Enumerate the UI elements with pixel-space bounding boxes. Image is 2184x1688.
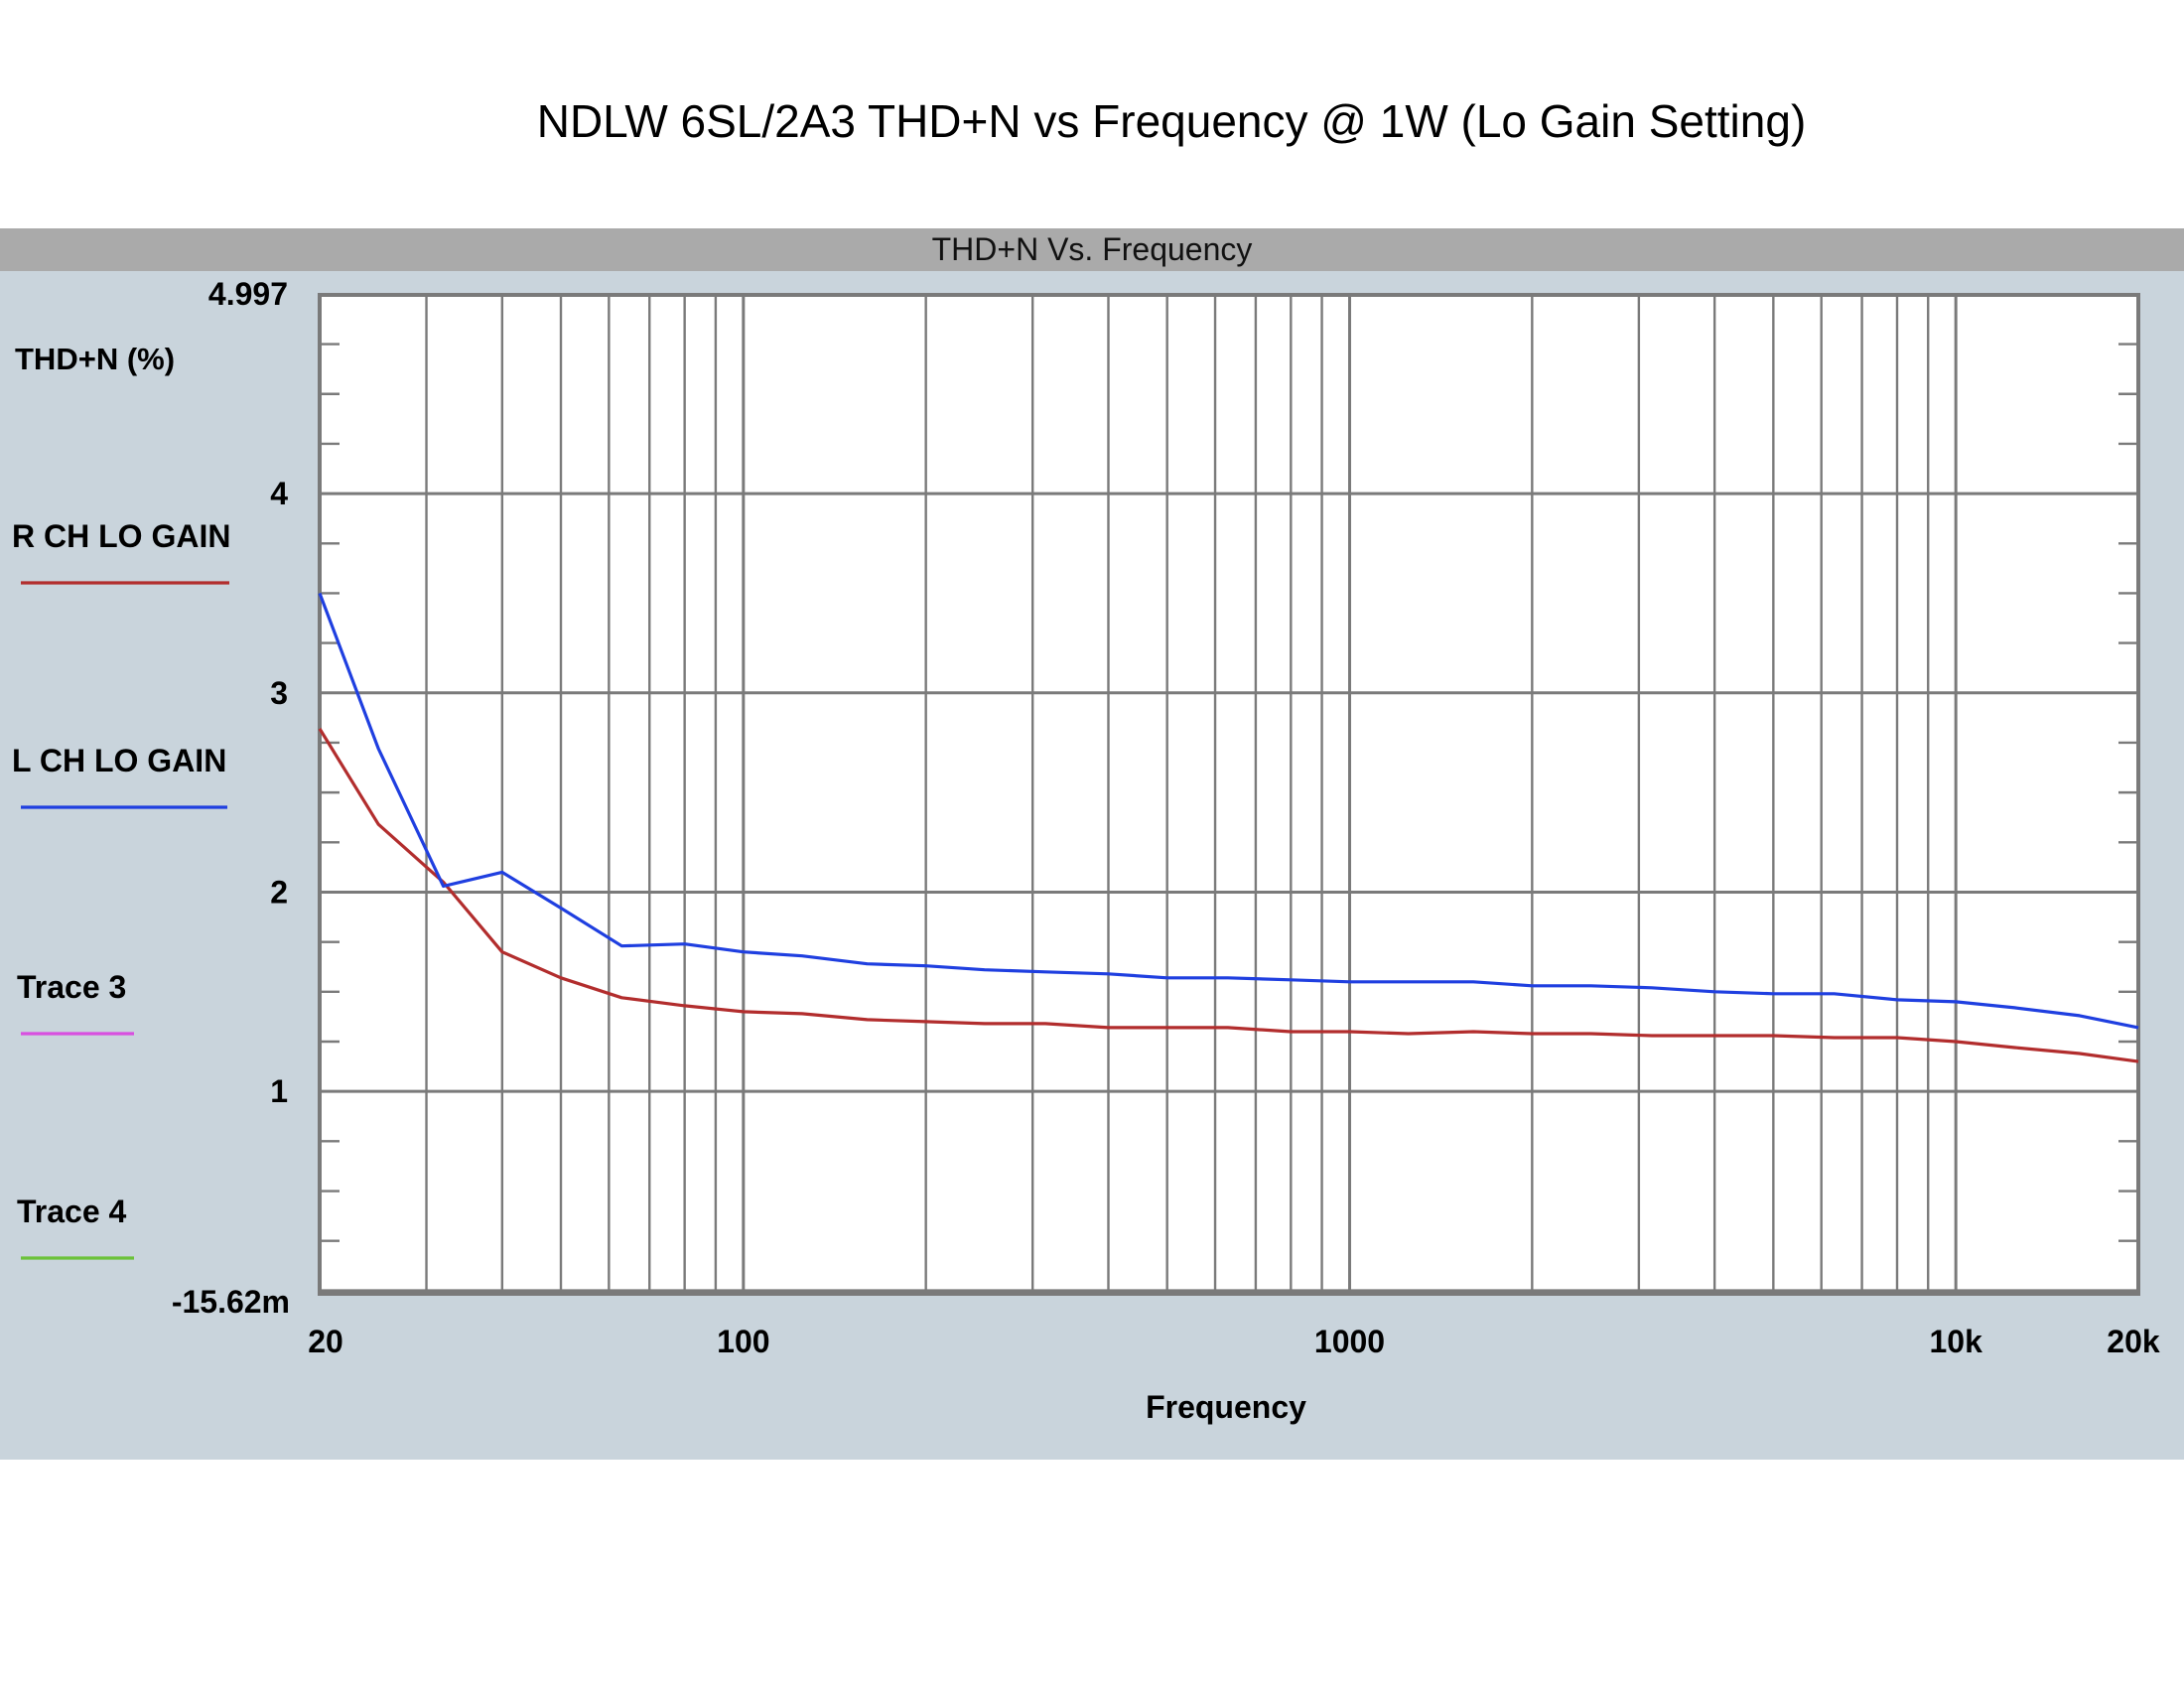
x-tick-label: 10k [1929, 1324, 1982, 1359]
y-tick-label: 4 [270, 476, 288, 511]
series-line-l-ch [318, 592, 2139, 1030]
legend-label: Trace 3 [17, 969, 126, 1005]
legend: R CH LO GAIN L CH LO GAIN Trace 3 Trace 4 [12, 518, 230, 1260]
legend-label: R CH LO GAIN [12, 518, 230, 554]
grid [318, 293, 2140, 1296]
series-line-r-ch [318, 728, 2139, 1063]
y-axis-label: THD+N (%) [15, 342, 175, 376]
y-tick-label: 3 [270, 675, 288, 711]
panel-header: THD+N Vs. Frequency [0, 228, 2184, 271]
legend-label: L CH LO GAIN [12, 743, 226, 778]
series-lines [318, 592, 2139, 1063]
page-title: NDLW 6SL/2A3 THD+N vs Frequency @ 1W (Lo… [536, 95, 1807, 147]
y-tick-label: 1 [270, 1073, 288, 1109]
x-tick-label: 100 [717, 1324, 769, 1359]
tick-labels: 4 3 2 1 20 100 1000 10k 20k [270, 476, 2160, 1359]
x-tick-label: 20k [2107, 1324, 2160, 1359]
plot-background [320, 295, 2138, 1294]
y-tick-label: 2 [270, 874, 288, 910]
x-tick-label: 20 [308, 1324, 343, 1359]
x-axis-label: Frequency [1146, 1389, 1306, 1425]
y-top-label: 4.997 [208, 276, 288, 312]
x-tick-label: 1000 [1314, 1324, 1385, 1359]
legend-label: Trace 4 [17, 1194, 127, 1229]
axis-labels: THD+N (%) 4.997 -15.62m Frequency [15, 276, 1306, 1425]
plot-area [320, 295, 2138, 1294]
thd-frequency-chart: THD+N (%) 4.997 -15.62m Frequency 4 3 2 1 20… [12, 276, 2160, 1425]
y-bottom-label: -15.62m [172, 1284, 290, 1320]
plot-border [318, 293, 2140, 1296]
